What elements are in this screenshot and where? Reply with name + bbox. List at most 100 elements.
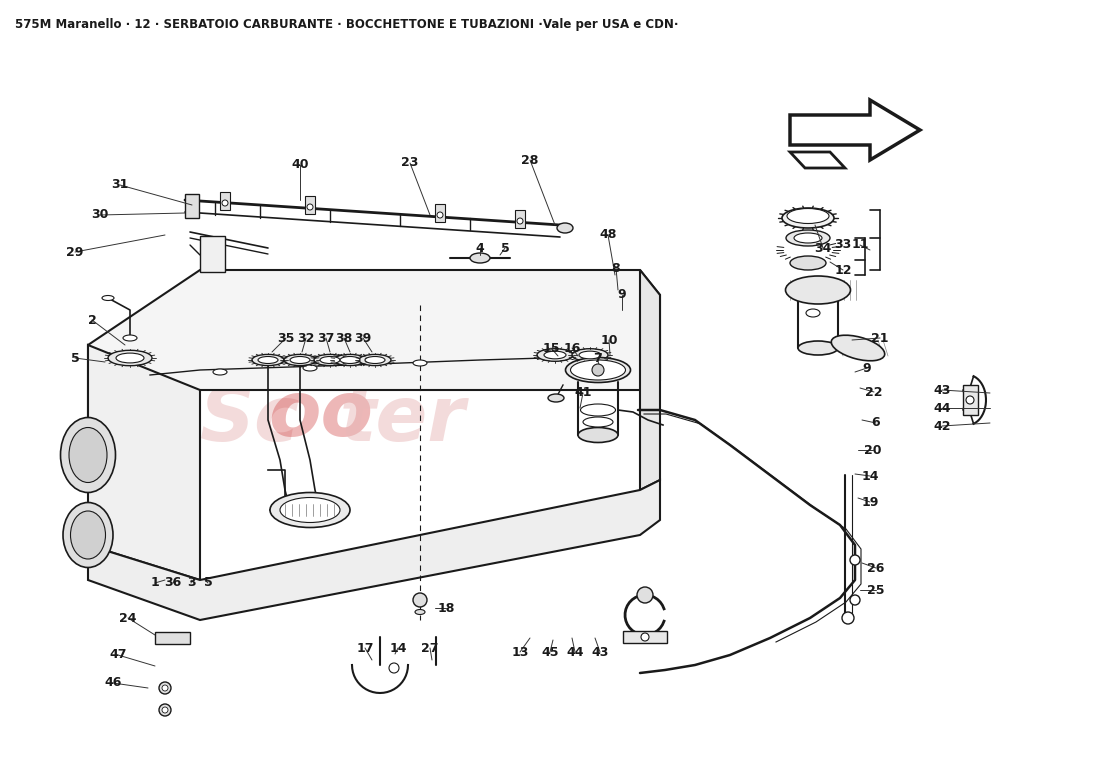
Text: 5: 5	[204, 577, 212, 590]
Text: 4: 4	[475, 241, 484, 254]
Text: 22: 22	[866, 386, 882, 399]
Text: 21: 21	[871, 332, 889, 345]
Text: 38: 38	[336, 332, 353, 345]
Bar	[515, 210, 525, 228]
Text: 24: 24	[119, 611, 136, 625]
Text: 40: 40	[292, 158, 309, 172]
Text: 3: 3	[187, 577, 196, 590]
Text: 16: 16	[563, 342, 581, 355]
Text: 43: 43	[933, 383, 950, 397]
Text: 47: 47	[109, 649, 126, 662]
Text: 5: 5	[500, 241, 509, 254]
Circle shape	[850, 555, 860, 565]
Ellipse shape	[116, 353, 144, 363]
Ellipse shape	[340, 356, 360, 363]
Ellipse shape	[108, 350, 152, 366]
Text: 7: 7	[593, 352, 602, 365]
Ellipse shape	[832, 335, 884, 361]
Text: 44: 44	[566, 645, 584, 659]
Text: 48: 48	[600, 229, 617, 241]
Circle shape	[637, 587, 653, 603]
Ellipse shape	[470, 253, 490, 263]
Text: 37: 37	[317, 332, 334, 345]
Bar	[185, 194, 199, 218]
Text: 27: 27	[421, 642, 439, 655]
Text: 39: 39	[354, 332, 372, 345]
Circle shape	[307, 204, 314, 210]
Text: 13: 13	[512, 645, 529, 659]
Ellipse shape	[571, 360, 626, 380]
Text: 46: 46	[104, 676, 122, 690]
Text: 575M Maranello · 12 · SERBATOIO CARBURANTE · BOCCHETTONE E TUBAZIONI ·Vale per U: 575M Maranello · 12 · SERBATOIO CARBURAN…	[15, 18, 679, 31]
Polygon shape	[790, 152, 845, 168]
Text: 19: 19	[861, 495, 879, 509]
Ellipse shape	[123, 335, 138, 341]
Ellipse shape	[557, 223, 573, 233]
Circle shape	[160, 704, 170, 716]
Circle shape	[222, 200, 228, 206]
Bar	[305, 196, 315, 214]
Text: 9: 9	[862, 362, 871, 374]
Text: 34: 34	[814, 241, 832, 254]
Text: 1: 1	[151, 577, 160, 590]
Ellipse shape	[572, 349, 608, 361]
Polygon shape	[790, 100, 920, 160]
Text: 23: 23	[402, 156, 419, 169]
Text: oo: oo	[268, 378, 373, 452]
Ellipse shape	[579, 351, 601, 359]
Text: 8: 8	[612, 261, 620, 274]
Circle shape	[437, 212, 443, 218]
Text: 43: 43	[592, 645, 608, 659]
Polygon shape	[88, 270, 660, 455]
Circle shape	[160, 682, 170, 694]
Text: 44: 44	[933, 401, 950, 414]
Ellipse shape	[782, 208, 834, 228]
Text: 20: 20	[865, 444, 882, 457]
Ellipse shape	[798, 341, 838, 355]
Circle shape	[162, 707, 168, 713]
Ellipse shape	[213, 369, 227, 375]
Text: 14: 14	[389, 642, 407, 655]
Ellipse shape	[806, 309, 820, 317]
Text: 10: 10	[601, 333, 618, 346]
Ellipse shape	[290, 356, 310, 363]
Text: 32: 32	[297, 332, 315, 345]
Text: 35: 35	[277, 332, 295, 345]
Text: 18: 18	[438, 601, 454, 615]
Ellipse shape	[786, 230, 830, 246]
Circle shape	[517, 218, 522, 224]
Ellipse shape	[548, 394, 564, 402]
Circle shape	[842, 612, 854, 624]
Ellipse shape	[581, 404, 616, 416]
Circle shape	[592, 364, 604, 376]
Text: 15: 15	[542, 342, 560, 355]
Circle shape	[389, 663, 399, 673]
Bar	[220, 192, 230, 210]
Ellipse shape	[786, 209, 829, 223]
Text: 2: 2	[88, 314, 97, 326]
Ellipse shape	[544, 351, 566, 359]
Circle shape	[162, 685, 168, 691]
Text: 5: 5	[70, 352, 79, 365]
Ellipse shape	[69, 427, 107, 482]
Text: 30: 30	[91, 209, 109, 222]
Ellipse shape	[415, 609, 425, 615]
Text: 9: 9	[618, 288, 626, 301]
Bar	[623, 631, 667, 643]
Ellipse shape	[334, 354, 366, 366]
Circle shape	[850, 595, 860, 605]
Polygon shape	[88, 345, 200, 580]
Text: Sc: Sc	[200, 383, 300, 457]
Ellipse shape	[102, 295, 114, 301]
Circle shape	[641, 633, 649, 641]
Ellipse shape	[70, 511, 106, 559]
Ellipse shape	[280, 498, 340, 523]
Ellipse shape	[412, 360, 427, 366]
Ellipse shape	[794, 233, 822, 243]
Text: ter: ter	[340, 383, 466, 457]
Text: 25: 25	[867, 584, 884, 597]
Text: c: c	[104, 483, 112, 496]
Polygon shape	[640, 270, 660, 490]
Ellipse shape	[565, 357, 630, 383]
Text: 42: 42	[933, 420, 950, 433]
